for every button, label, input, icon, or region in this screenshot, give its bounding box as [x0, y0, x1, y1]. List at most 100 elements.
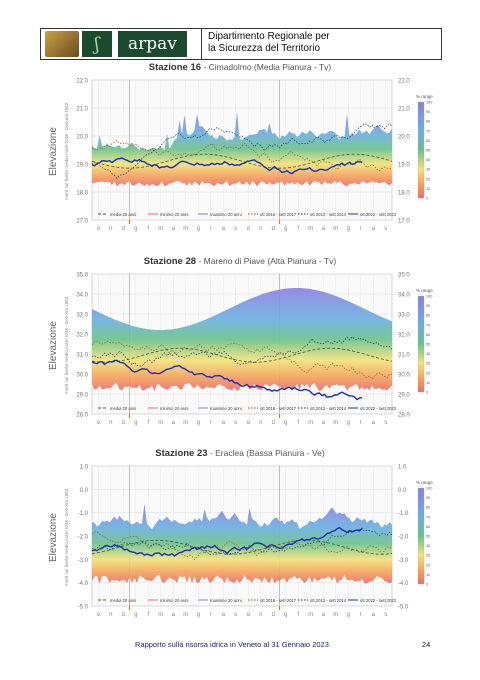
- month-label: a: [372, 612, 376, 618]
- chart-panel-1: Stazione 16 - Cimadolmo (Media Pianura -…: [40, 62, 440, 242]
- y-tick-label: 22.0: [76, 79, 88, 85]
- y-axis-sublabel: metri sul livello medio mare IGM - Genov…: [64, 296, 69, 394]
- month-label: s: [384, 612, 387, 618]
- side-legend-tick: 100: [426, 295, 432, 299]
- past-year-line: [91, 527, 393, 556]
- month-label: o: [247, 420, 251, 426]
- legend-label: ott 2016 - sett 2017: [260, 598, 297, 603]
- month-label: f: [147, 420, 149, 426]
- month-label: g: [134, 420, 137, 426]
- legend-label: minimo 20 anni: [160, 598, 188, 603]
- month-label: f: [147, 226, 149, 232]
- mean-line: [91, 347, 393, 363]
- y-axis-label: Elevazione: [48, 513, 59, 562]
- current-year-line: [91, 359, 363, 401]
- past-year-line: [91, 139, 393, 172]
- side-legend-tick: 100: [426, 487, 432, 491]
- side-legend-bar: [417, 487, 425, 585]
- month-label: d: [122, 420, 125, 426]
- month-label: l: [210, 612, 211, 618]
- y-tick-label-right: 17.0: [398, 219, 410, 225]
- month-label: a: [322, 420, 326, 426]
- month-label: m: [308, 420, 313, 426]
- y-tick-label: 19.0: [76, 163, 88, 169]
- side-legend-tick: 10: [426, 573, 430, 577]
- y-tick-label-right: -4.0: [398, 581, 409, 587]
- month-label: g: [347, 612, 350, 618]
- side-legend-title: % range: [416, 480, 433, 485]
- month-label: n: [259, 226, 262, 232]
- month-label: s: [234, 226, 237, 232]
- side-legend-tick: 30: [426, 554, 430, 558]
- month-label: m: [308, 612, 313, 618]
- legend-label: media 20 anni: [110, 212, 136, 217]
- groundwater-chart: 22.0 22.0 21.0 21.0 20.0 20.0 19.0 19.0 18.0 18.0…: [48, 79, 433, 233]
- month-label: f: [297, 420, 299, 426]
- side-legend-tick: 10: [426, 381, 430, 385]
- legend-label: massimo 20 anni: [210, 598, 242, 603]
- y-tick-label-right: 34.0: [398, 293, 410, 299]
- y-axis-label: Elevazione: [48, 321, 59, 370]
- side-legend-tick: 100: [426, 101, 432, 105]
- y-tick-label: 21.0: [76, 107, 88, 113]
- legend-label: ott 2016 - sett 2017: [260, 406, 297, 411]
- month-label: g: [197, 420, 200, 426]
- month-label: g: [347, 226, 350, 232]
- month-label: l: [360, 226, 361, 232]
- month-label: s: [384, 420, 387, 426]
- side-legend-tick: 80: [426, 506, 430, 510]
- y-tick-label-right: -2.0: [398, 535, 409, 541]
- groundwater-chart: 1.0 1.0 0.0 0.0 -1.0 -1.0 -2.0 -2.0 -3.0 -3.0 -4.0…: [48, 465, 433, 619]
- side-legend-tick: 20: [426, 563, 430, 567]
- month-label: a: [372, 226, 376, 232]
- y-tick-label: 35.0: [76, 273, 88, 279]
- percentile-band: [92, 503, 392, 584]
- month-label: l: [360, 420, 361, 426]
- chart-title: Stazione 23 - Eraclea (Bassa Pianura - V…: [155, 448, 325, 459]
- month-label: g: [284, 420, 287, 426]
- side-legend-tick: 70: [426, 129, 430, 133]
- month-label: m: [333, 226, 338, 232]
- legend-label: ott 2022 - sett 2023: [360, 406, 397, 411]
- groundwater-chart: 35.0 35.0 34.0 34.0 33.0 33.0 32.0 32.0 31.0 31.0…: [48, 273, 433, 427]
- page-number: 24: [422, 640, 431, 649]
- y-tick-label-right: 31.0: [398, 353, 410, 359]
- month-label: f: [147, 612, 149, 618]
- y-tick-label: 28.0: [76, 413, 88, 419]
- y-tick-label-right: -5.0: [398, 605, 409, 611]
- month-label: a: [172, 226, 176, 232]
- side-legend-tick: 40: [426, 352, 430, 356]
- legend-label: minimo 20 anni: [160, 406, 188, 411]
- chart-title: Stazione 28 - Mareno di Piave (Alta Pian…: [143, 256, 337, 267]
- side-legend-tick: 50: [426, 535, 430, 539]
- month-label: l: [210, 226, 211, 232]
- month-label: g: [134, 226, 137, 232]
- side-legend-tick: 60: [426, 139, 430, 143]
- side-legend-title: % range: [416, 94, 433, 99]
- department-line-1: Dipartimento Regionale per: [208, 31, 330, 42]
- y-tick-label: -1.0: [78, 511, 89, 517]
- y-tick-label: 29.0: [76, 393, 88, 399]
- month-label: m: [158, 420, 163, 426]
- y-tick-label: 20.0: [76, 135, 88, 141]
- footer-text: Rapporto sulla risorsa idrica in Veneto …: [135, 640, 329, 649]
- y-tick-label-right: 1.0: [398, 465, 407, 471]
- legend-label: ott 2016 - sett 2017: [260, 212, 297, 217]
- month-label: l: [210, 420, 211, 426]
- month-label: d: [272, 612, 275, 618]
- y-tick-label: -4.0: [78, 581, 89, 587]
- y-tick-label: 33.0: [76, 313, 88, 319]
- side-legend-tick: 50: [426, 149, 430, 153]
- month-label: n: [109, 612, 112, 618]
- y-tick-label-right: 32.0: [398, 333, 410, 339]
- side-legend-tick: 0: [426, 391, 428, 395]
- month-label: g: [347, 420, 350, 426]
- month-label: m: [333, 612, 338, 618]
- y-tick-label: 0.0: [80, 488, 89, 494]
- month-label: o: [97, 420, 101, 426]
- month-label: a: [222, 226, 226, 232]
- past-year-line: [91, 122, 393, 179]
- y-tick-label-right: 35.0: [398, 273, 410, 279]
- y-tick-label: 30.0: [76, 373, 88, 379]
- month-label: s: [384, 226, 387, 232]
